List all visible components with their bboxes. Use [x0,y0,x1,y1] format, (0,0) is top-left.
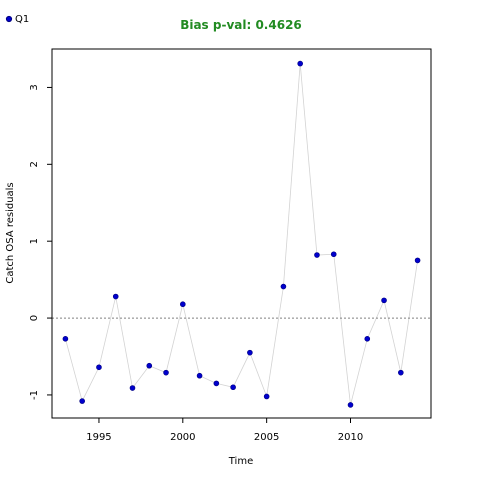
x-tick-label: 2005 [254,432,279,443]
data-point [230,384,236,391]
data-point [381,297,387,304]
x-tick-label: 2000 [170,432,195,443]
chart-title: Bias p-val: 0.4626 [180,18,302,32]
data-point [129,385,136,391]
y-tick-label: 2 [29,161,40,167]
y-axis-title: Catch OSA residuals [5,182,16,283]
x-axis: 1995 2000 2005 2010 [86,418,363,443]
data-point [247,349,253,356]
data-point [213,380,220,387]
legend-label-q1: Q1 [15,14,29,25]
data-point [62,336,69,342]
data-point [398,369,404,376]
legend-marker-q1-dot [5,15,13,23]
y-tick-label: -1 [29,390,40,400]
plot-frame [51,48,432,419]
data-point [163,369,169,376]
data-point [330,251,337,258]
y-tick-label: 1 [29,238,40,244]
data-point [297,60,303,67]
data-point [263,393,270,400]
data-point [280,283,287,290]
data-point [347,402,354,408]
y-axis: -1 0 1 2 3 [29,84,52,400]
data-point [180,301,186,308]
x-tick-label: 2010 [338,432,363,443]
data-point [314,252,320,258]
y-tick-label: 0 [29,315,40,321]
data-point [196,372,203,379]
series-line-0 [65,63,418,406]
data-point [79,398,85,404]
data-point [364,336,371,342]
data-point [112,293,119,300]
data-point [414,257,421,264]
x-axis-title: Time [228,456,253,467]
y-tick-label: 3 [29,84,40,90]
series-line-group [65,63,418,406]
data-point [96,364,102,371]
data-point [146,362,153,369]
series-point-group [62,60,421,408]
x-tick-label: 1995 [86,432,111,443]
